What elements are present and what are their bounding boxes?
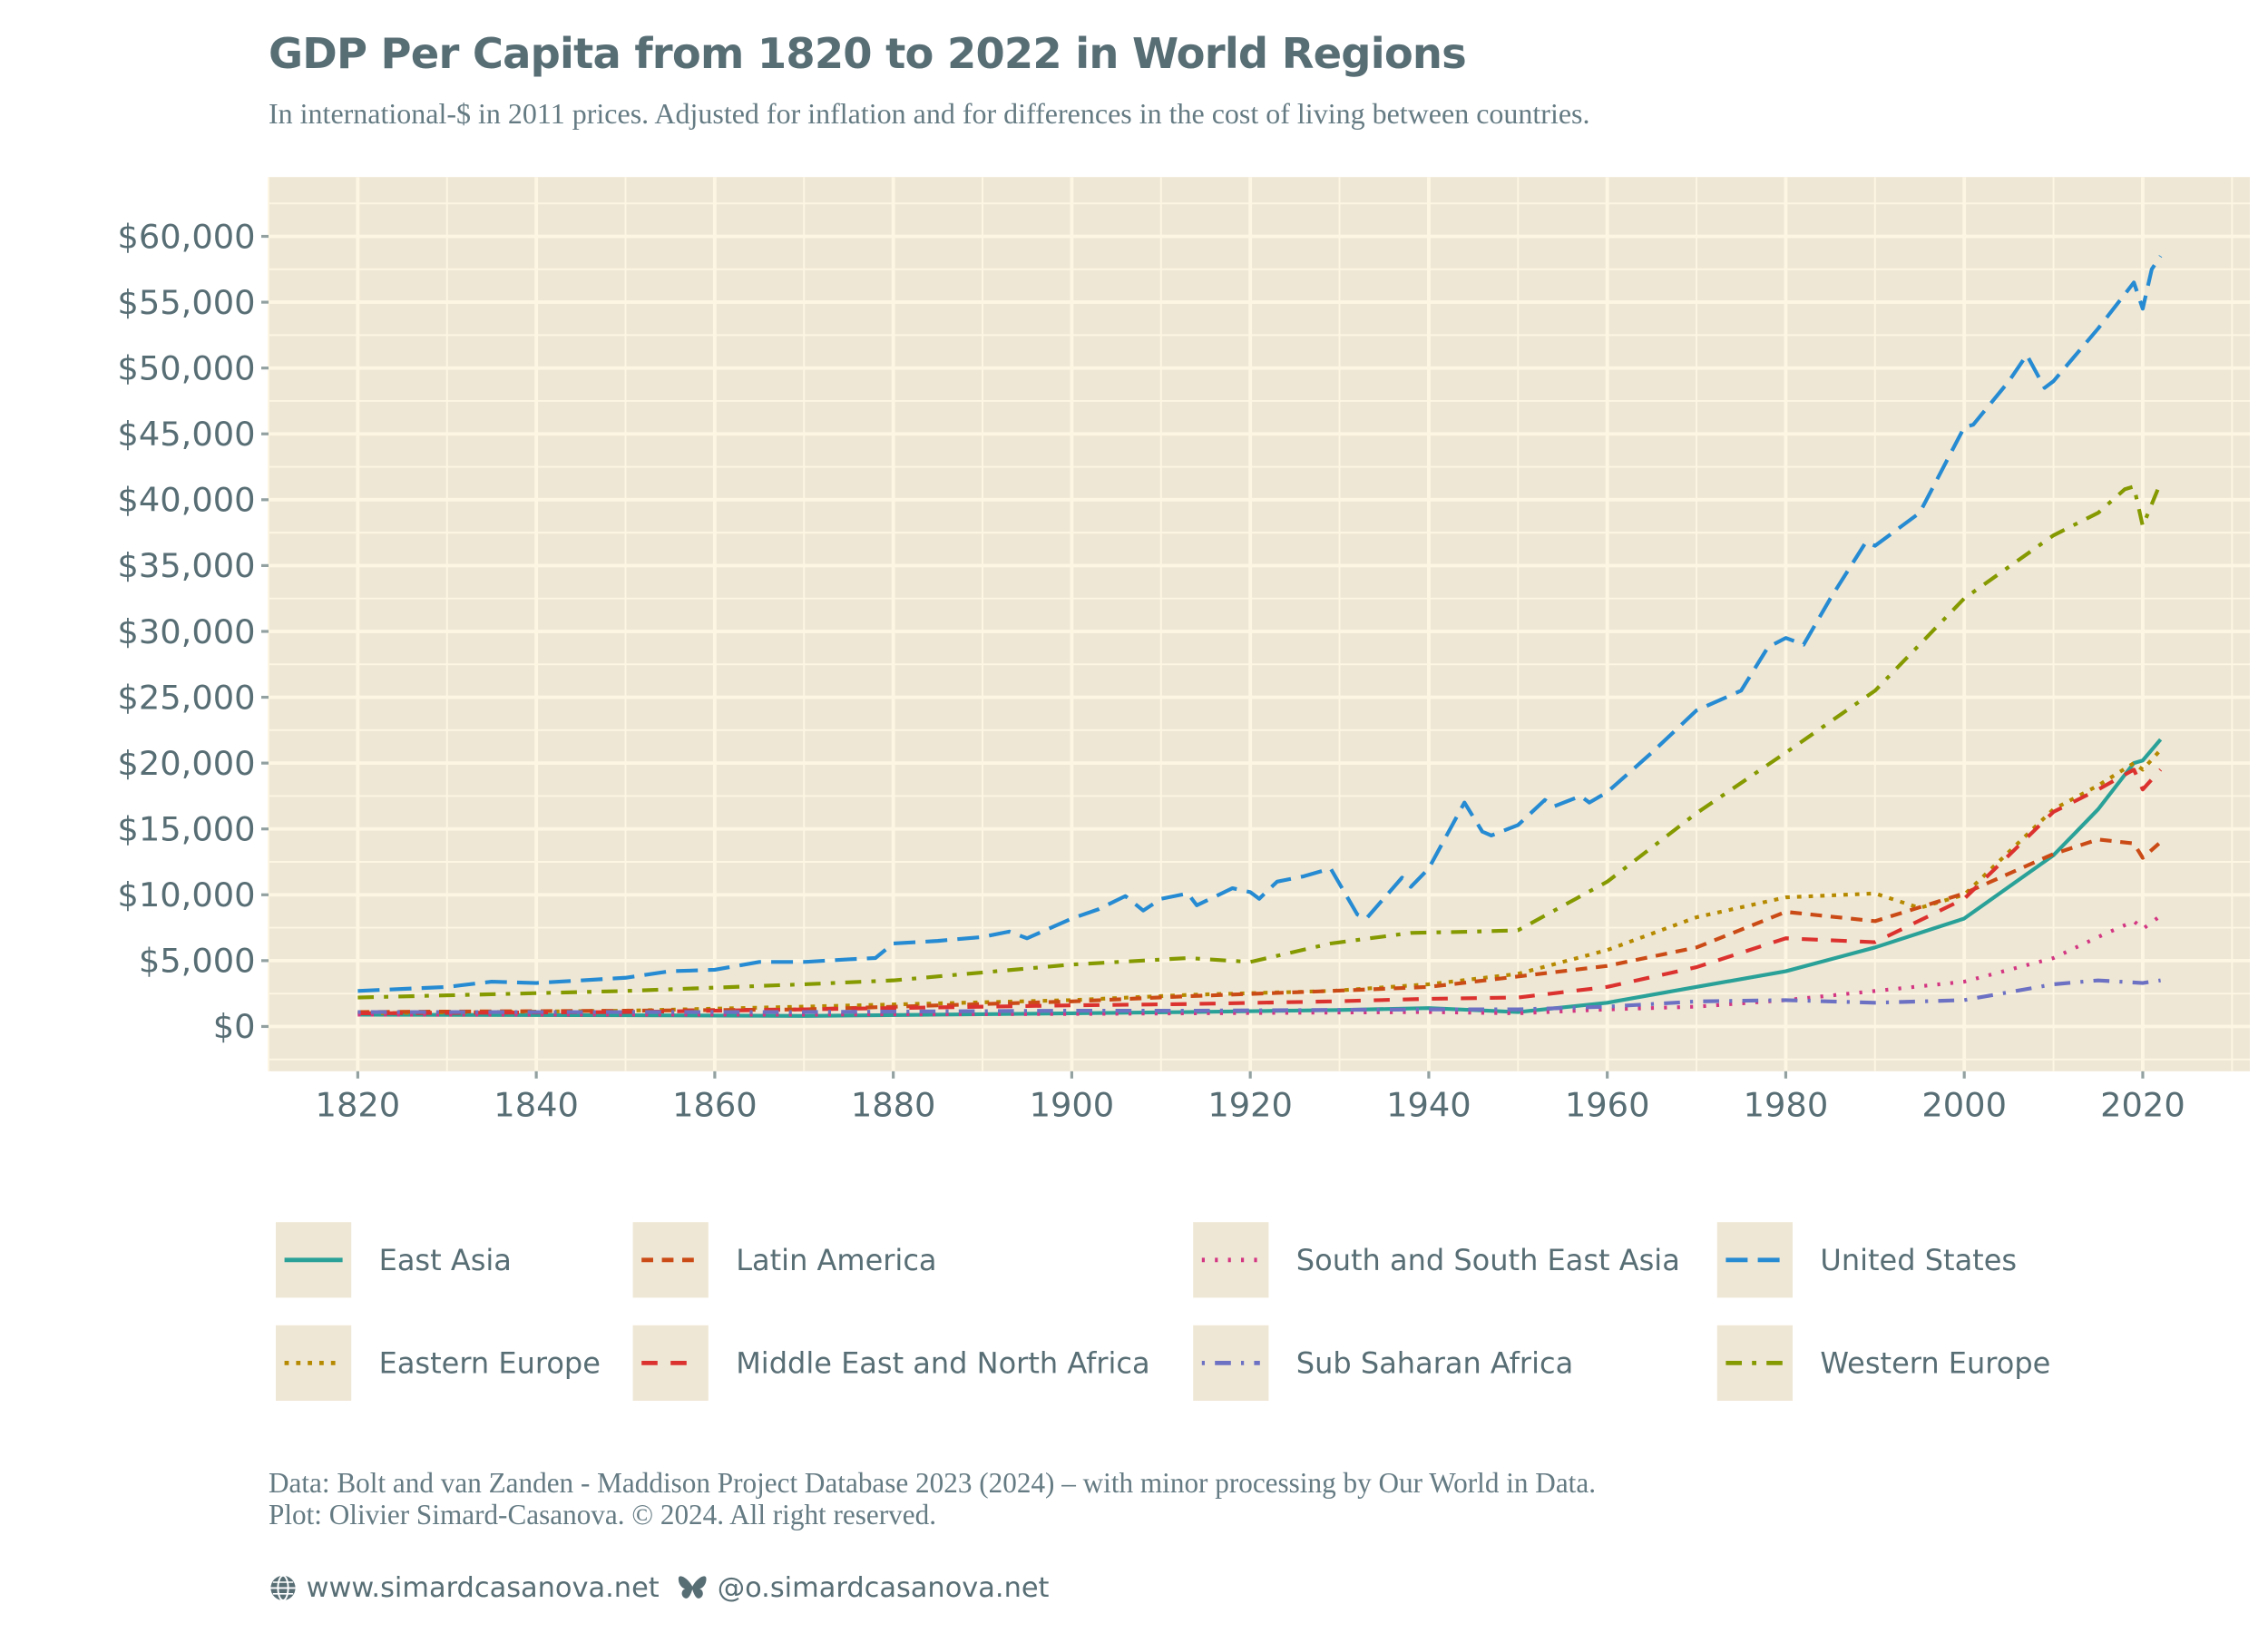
x-tick-label: 1960 bbox=[1565, 1085, 1650, 1124]
x-tick-label: 2020 bbox=[2100, 1085, 2185, 1124]
legend-key bbox=[632, 1222, 709, 1298]
series-line-western-europe bbox=[357, 482, 2163, 1000]
globe-icon bbox=[270, 1574, 296, 1601]
y-tick-label: $20,000 bbox=[117, 744, 255, 783]
x-tick-label: 1940 bbox=[1386, 1085, 1471, 1124]
website-link[interactable]: www.simardcasanova.net bbox=[306, 1571, 660, 1604]
legend-label: East Asia bbox=[378, 1242, 512, 1277]
legend-item: Latin America bbox=[632, 1222, 937, 1298]
y-tick-label: $10,000 bbox=[117, 875, 255, 914]
legend-item: Western Europe bbox=[1716, 1325, 2051, 1401]
legend-label: Middle East and North Africa bbox=[736, 1345, 1150, 1381]
series-line-united-states bbox=[357, 255, 2163, 993]
data-source: Data: Bolt and van Zanden - Maddison Pro… bbox=[269, 1469, 1597, 1500]
footer: www.simardcasanova.net @o.simardcasanova… bbox=[269, 1572, 1067, 1604]
y-tick-label: $60,000 bbox=[117, 217, 255, 256]
legend: East Asia Eastern Europe Latin America Midd… bbox=[276, 1222, 2163, 1411]
y-tick-label: $5,000 bbox=[139, 942, 256, 981]
line-chart: $0 $5,000 $10,000 $15,000 $20,000 $25,000 $30,… bbox=[117, 177, 2251, 1124]
y-tick-label: $40,000 bbox=[117, 481, 255, 520]
legend-item: Eastern Europe bbox=[276, 1325, 601, 1401]
legend-item: Middle East and North Africa bbox=[632, 1325, 1150, 1401]
legend-key bbox=[1716, 1325, 1793, 1401]
legend-label: Eastern Europe bbox=[378, 1345, 601, 1381]
legend-line-swatch bbox=[284, 1361, 343, 1365]
x-tick-label: 1880 bbox=[851, 1085, 936, 1124]
legend-line-swatch bbox=[1201, 1361, 1260, 1365]
legend-label: Western Europe bbox=[1820, 1345, 2051, 1381]
y-tick-label: $35,000 bbox=[117, 546, 255, 585]
legend-label: South and South East Asia bbox=[1295, 1242, 1680, 1277]
chart-subtitle: In international-$ in 2011 prices. Adjus… bbox=[269, 98, 1590, 131]
y-tick-label: $0 bbox=[213, 1007, 256, 1046]
series-line-latin-america bbox=[357, 837, 2162, 1014]
plot-panel bbox=[269, 177, 2250, 1071]
butterfly-icon bbox=[679, 1576, 707, 1599]
x-tick-label: 2000 bbox=[1921, 1085, 2007, 1124]
x-tick-label: 1840 bbox=[494, 1085, 579, 1124]
legend-key bbox=[1193, 1222, 1269, 1298]
legend-label: United States bbox=[1820, 1242, 2018, 1277]
x-tick-label: 1920 bbox=[1207, 1085, 1293, 1124]
x-tick-label: 1900 bbox=[1030, 1085, 1115, 1124]
series-line-east-asia bbox=[357, 738, 2163, 1018]
legend-line-swatch bbox=[1201, 1257, 1260, 1263]
legend-key bbox=[632, 1325, 709, 1401]
legend-label: Latin America bbox=[736, 1242, 937, 1277]
legend-line-swatch bbox=[284, 1257, 343, 1263]
x-tick-label: 1820 bbox=[316, 1085, 401, 1124]
series-line-sub-saharan-africa bbox=[357, 978, 2161, 1014]
legend-line-swatch bbox=[1725, 1361, 1784, 1365]
legend-item: South and South East Asia bbox=[1193, 1222, 1680, 1298]
y-tick-label: $25,000 bbox=[117, 678, 255, 717]
plot-credit: Plot: Olivier Simard-Casanova. © 2024. A… bbox=[269, 1501, 936, 1531]
y-tick-label: $45,000 bbox=[117, 415, 255, 454]
legend-line-swatch bbox=[641, 1361, 700, 1365]
legend-key bbox=[276, 1222, 352, 1298]
y-tick-label: $50,000 bbox=[117, 348, 255, 387]
caption: Data: Bolt and van Zanden - Maddison Pro… bbox=[269, 1469, 1596, 1532]
legend-key bbox=[276, 1325, 352, 1401]
legend-label: Sub Saharan Africa bbox=[1295, 1345, 1574, 1381]
y-tick-label: $30,000 bbox=[117, 612, 255, 651]
bluesky-handle[interactable]: @o.simardcasanova.net bbox=[717, 1571, 1050, 1604]
legend-line-swatch bbox=[1725, 1257, 1784, 1263]
series-line-eastern-europe bbox=[357, 748, 2163, 1016]
legend-key bbox=[1193, 1325, 1269, 1401]
x-tick-label: 1980 bbox=[1744, 1085, 1829, 1124]
x-tick-label: 1860 bbox=[672, 1085, 758, 1124]
legend-item: United States bbox=[1716, 1222, 2018, 1298]
legend-line-swatch bbox=[641, 1257, 700, 1263]
y-tick-label: $15,000 bbox=[117, 810, 255, 849]
chart-title: GDP Per Capita from 1820 to 2022 in Worl… bbox=[269, 29, 1467, 79]
legend-key bbox=[1716, 1222, 1793, 1298]
legend-item: East Asia bbox=[276, 1222, 512, 1298]
y-tick-label: $55,000 bbox=[117, 283, 255, 322]
series-line-middle-east-and-north-africa bbox=[357, 768, 2163, 1016]
legend-item: Sub Saharan Africa bbox=[1193, 1325, 1573, 1401]
